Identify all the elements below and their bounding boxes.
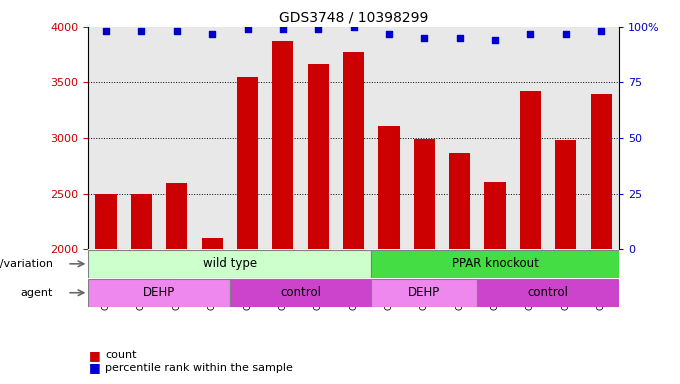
Text: wild type: wild type bbox=[203, 257, 257, 270]
Bar bbox=[484, 182, 506, 384]
Point bbox=[242, 26, 253, 32]
Text: DEHP: DEHP bbox=[143, 286, 175, 299]
Text: DEHP: DEHP bbox=[408, 286, 441, 299]
Bar bbox=[343, 53, 364, 384]
Point bbox=[136, 28, 147, 35]
Bar bbox=[378, 126, 400, 384]
Point bbox=[490, 37, 500, 43]
Bar bbox=[230, 279, 371, 306]
Point bbox=[171, 28, 182, 35]
Bar bbox=[166, 183, 188, 384]
Point bbox=[101, 28, 112, 35]
Bar bbox=[555, 140, 577, 384]
Text: ■: ■ bbox=[88, 361, 100, 374]
Text: control: control bbox=[528, 286, 568, 299]
Point bbox=[454, 35, 465, 41]
Text: ■: ■ bbox=[88, 349, 100, 362]
Point bbox=[384, 30, 394, 36]
Bar bbox=[371, 250, 619, 278]
Bar bbox=[272, 41, 294, 384]
Point bbox=[348, 24, 359, 30]
Point bbox=[277, 26, 288, 32]
Bar bbox=[477, 279, 619, 306]
Bar bbox=[237, 77, 258, 384]
Bar bbox=[590, 94, 612, 384]
Text: percentile rank within the sample: percentile rank within the sample bbox=[105, 363, 293, 373]
Bar bbox=[88, 279, 230, 306]
Point bbox=[596, 28, 607, 35]
Point bbox=[419, 35, 430, 41]
Bar bbox=[371, 279, 477, 306]
Text: agent: agent bbox=[20, 288, 53, 298]
Text: genotype/variation: genotype/variation bbox=[0, 259, 53, 269]
Bar bbox=[307, 64, 329, 384]
Title: GDS3748 / 10398299: GDS3748 / 10398299 bbox=[279, 10, 428, 24]
Bar bbox=[449, 152, 471, 384]
Bar bbox=[520, 91, 541, 384]
Bar bbox=[88, 250, 371, 278]
Bar bbox=[413, 139, 435, 384]
Point bbox=[560, 30, 571, 36]
Text: control: control bbox=[280, 286, 321, 299]
Bar bbox=[131, 194, 152, 384]
Bar bbox=[201, 238, 223, 384]
Point bbox=[313, 26, 324, 32]
Point bbox=[207, 30, 218, 36]
Bar bbox=[95, 194, 117, 384]
Point bbox=[525, 30, 536, 36]
Text: count: count bbox=[105, 350, 137, 360]
Text: PPAR knockout: PPAR knockout bbox=[452, 257, 539, 270]
